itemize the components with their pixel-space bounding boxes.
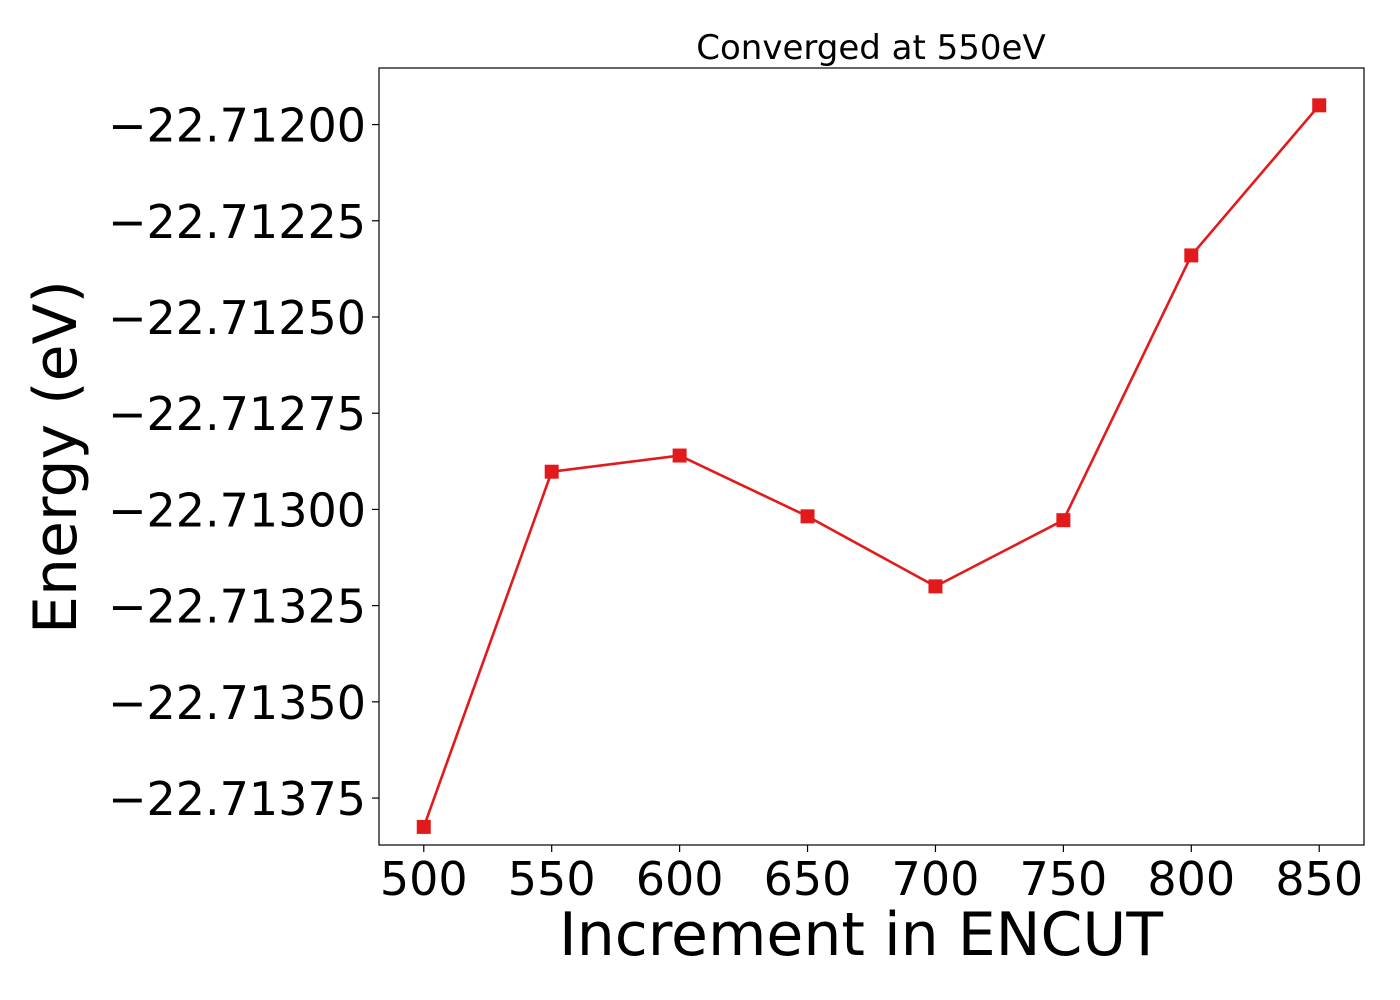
x-tick-label: 850 (1275, 852, 1363, 906)
data-point-marker (672, 448, 687, 463)
y-tick-label: −22.71225 (108, 195, 366, 249)
data-point-marker (1184, 248, 1199, 263)
data-point-marker (416, 819, 431, 834)
y-tick-label: −22.71325 (108, 580, 366, 634)
y-axis-label: Energy (eV) (21, 280, 91, 634)
data-point-marker (1312, 98, 1327, 113)
x-tick-label: 500 (380, 852, 468, 906)
series-line (422, 104, 1321, 828)
data-point-marker (928, 579, 943, 594)
chart-title: Converged at 550eV (696, 28, 1045, 68)
x-tick-label: 650 (764, 852, 852, 906)
y-tick-label: −22.71375 (108, 772, 366, 826)
x-axis-ticks: 500 550 600 650 700 750 800 850 (380, 845, 1363, 906)
data-point-marker (1056, 513, 1071, 528)
data-point-marker (544, 464, 559, 479)
y-tick-label: −22.71250 (108, 291, 366, 345)
y-axis-ticks: −22.71200 −22.71225 −22.71250 −22.71275 −22.… (108, 99, 379, 826)
x-axis-label: Increment in ENCUT (559, 900, 1163, 970)
y-tick-label: −22.71300 (108, 483, 366, 537)
y-tick-label: −22.71200 (108, 99, 366, 153)
x-tick-label: 800 (1147, 852, 1235, 906)
x-tick-label: 700 (892, 852, 980, 906)
series-layer (416, 98, 1327, 834)
y-tick-label: −22.71275 (108, 387, 366, 441)
plot-area (378, 67, 1365, 846)
data-point-marker (800, 509, 815, 524)
x-tick-label: 550 (508, 852, 596, 906)
y-tick-label: −22.71350 (108, 676, 366, 730)
x-tick-label: 750 (1019, 852, 1107, 906)
x-tick-label: 600 (636, 852, 724, 906)
